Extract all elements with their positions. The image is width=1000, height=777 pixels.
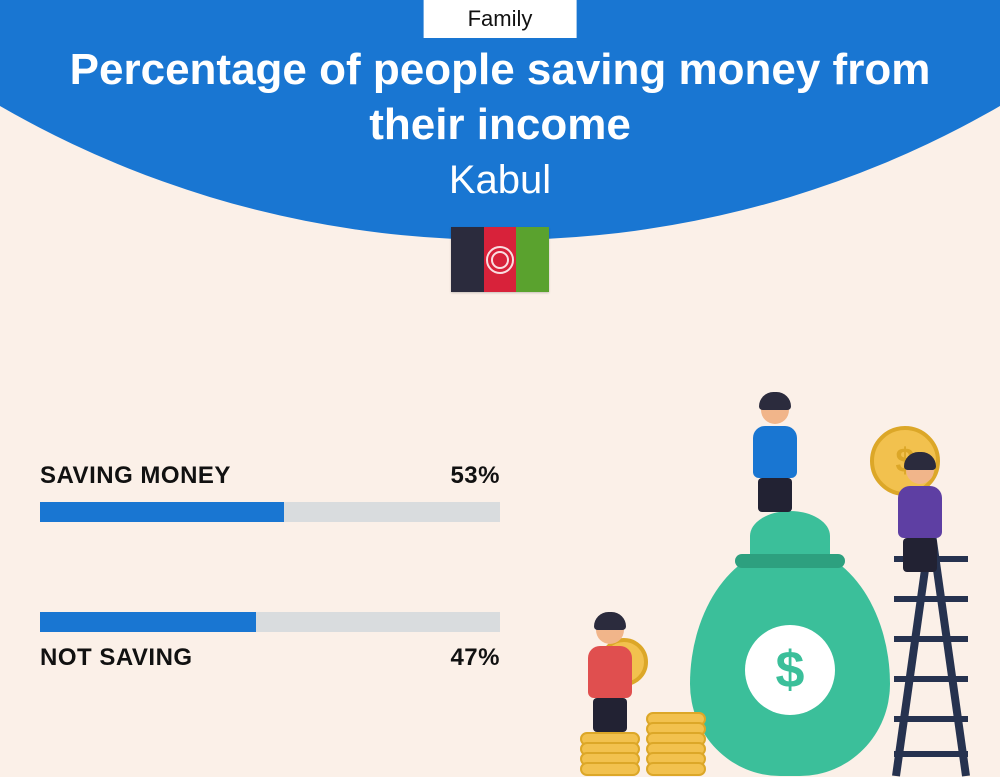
dollar-icon: $ — [745, 625, 835, 715]
page-subtitle: Kabul — [0, 158, 1000, 203]
bar-saving: SAVING MONEY 53% — [40, 462, 500, 522]
flag-afghanistan — [451, 227, 549, 292]
person-icon — [890, 456, 950, 566]
bar-track — [40, 612, 500, 632]
flag-stripe-1 — [451, 227, 484, 292]
category-badge: Family — [424, 0, 577, 38]
person-icon — [580, 616, 640, 726]
coin-stack-icon — [646, 716, 706, 776]
flag-stripe-3 — [516, 227, 549, 292]
money-illustration: $ $ $ — [560, 416, 980, 776]
money-bag-icon: $ — [690, 546, 890, 776]
flag-emblem — [486, 246, 514, 274]
bar-fill — [40, 502, 284, 522]
bar-fill — [40, 612, 256, 632]
coin-stack-icon — [580, 736, 640, 776]
bar-label: SAVING MONEY — [40, 462, 231, 490]
page-title: Percentage of people saving money from t… — [0, 42, 1000, 152]
person-icon — [745, 396, 805, 506]
bar-not-saving: NOT SAVING 47% — [40, 612, 500, 672]
bar-track — [40, 502, 500, 522]
bar-label: NOT SAVING — [40, 644, 193, 672]
bar-chart: SAVING MONEY 53% NOT SAVING 47% — [40, 462, 500, 762]
bar-value: 47% — [450, 644, 500, 672]
bar-value: 53% — [450, 462, 500, 490]
